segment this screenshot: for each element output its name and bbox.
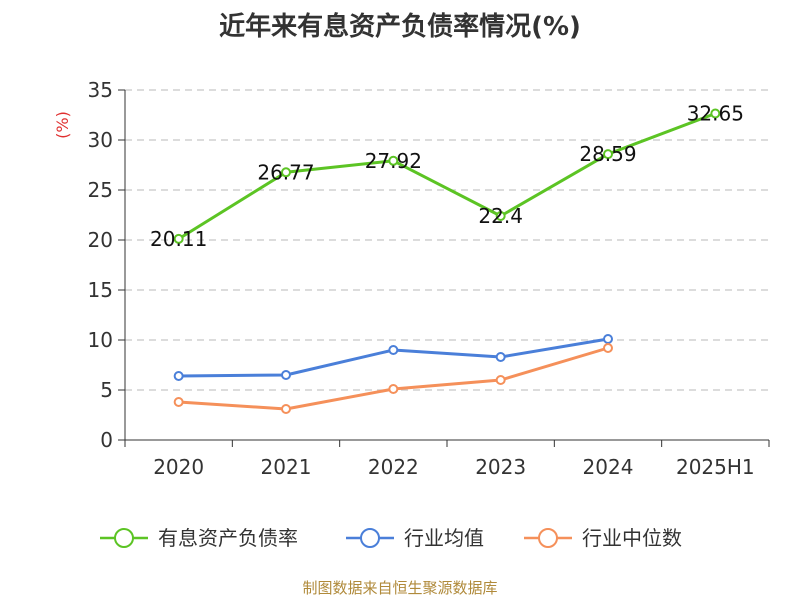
x-tick-label: 2024 xyxy=(583,455,634,479)
series-line-0 xyxy=(177,112,716,241)
x-tick-label: 2025H1 xyxy=(676,455,755,479)
grid-layer xyxy=(125,89,769,391)
y-tick-label: 15 xyxy=(88,278,113,302)
x-tick-label: 2020 xyxy=(153,455,204,479)
legend: 有息资产负债率 行业均值 行业中位数 xyxy=(100,526,682,550)
data-point xyxy=(710,108,721,119)
y-tick-label: 35 xyxy=(88,78,113,102)
series-layer xyxy=(173,108,721,414)
data-point xyxy=(495,211,506,221)
data-label: 22.4 xyxy=(478,204,523,228)
legend-marker xyxy=(114,528,134,548)
data-label: 20.11 xyxy=(150,227,207,251)
legend-item: 有息资产负债率 xyxy=(100,526,298,550)
y-tick-label: 5 xyxy=(100,378,113,402)
legend-label: 行业均值 xyxy=(404,526,484,550)
y-axis-label: (%) xyxy=(53,111,72,139)
legend-label: 行业中位数 xyxy=(582,526,682,550)
data-point xyxy=(173,233,184,244)
legend-item: 行业均值 xyxy=(346,526,484,550)
data-point xyxy=(603,334,613,344)
y-tick-label: 0 xyxy=(100,428,113,452)
data-point xyxy=(495,352,506,362)
data-point xyxy=(281,370,291,380)
data-label: 27.92 xyxy=(365,149,422,173)
y-tick-label: 20 xyxy=(88,228,113,252)
data-point xyxy=(603,343,613,353)
source-note: 制图数据来自恒生聚源数据库 xyxy=(302,579,498,597)
axis-layer: 0 5 10 15 20 25 30 35 (%) 2020 2021 2022 2023 2024 202… xyxy=(53,78,770,479)
x-tick-label: 2021 xyxy=(261,455,312,479)
series-line-2 xyxy=(178,346,609,411)
data-point xyxy=(603,149,613,160)
data-label-layer: 20.11 26.77 27.92 22.4 28.59 32.65 xyxy=(150,102,744,251)
data-label: 32.65 xyxy=(687,102,744,126)
y-tick-label: 30 xyxy=(88,128,113,152)
legend-item: 行业中位数 xyxy=(524,526,682,550)
legend-label: 有息资产负债率 xyxy=(158,526,298,550)
data-label: 28.59 xyxy=(579,142,636,166)
data-point xyxy=(388,345,399,355)
series-line-1 xyxy=(178,337,609,378)
x-tick-label: 2022 xyxy=(368,455,419,479)
data-point xyxy=(173,397,184,407)
data-point xyxy=(173,371,184,381)
legend-marker xyxy=(538,528,558,548)
data-point xyxy=(495,375,506,385)
y-tick-label: 25 xyxy=(88,178,113,202)
data-point xyxy=(388,384,399,394)
data-point xyxy=(281,167,291,178)
data-label: 26.77 xyxy=(257,160,314,184)
y-tick-label: 10 xyxy=(88,328,113,352)
data-point xyxy=(281,404,291,414)
data-point xyxy=(388,155,399,166)
legend-marker xyxy=(360,528,380,548)
chart-title: 近年来有息资产负债率情况(%) xyxy=(219,12,581,42)
x-tick-label: 2023 xyxy=(475,455,526,479)
